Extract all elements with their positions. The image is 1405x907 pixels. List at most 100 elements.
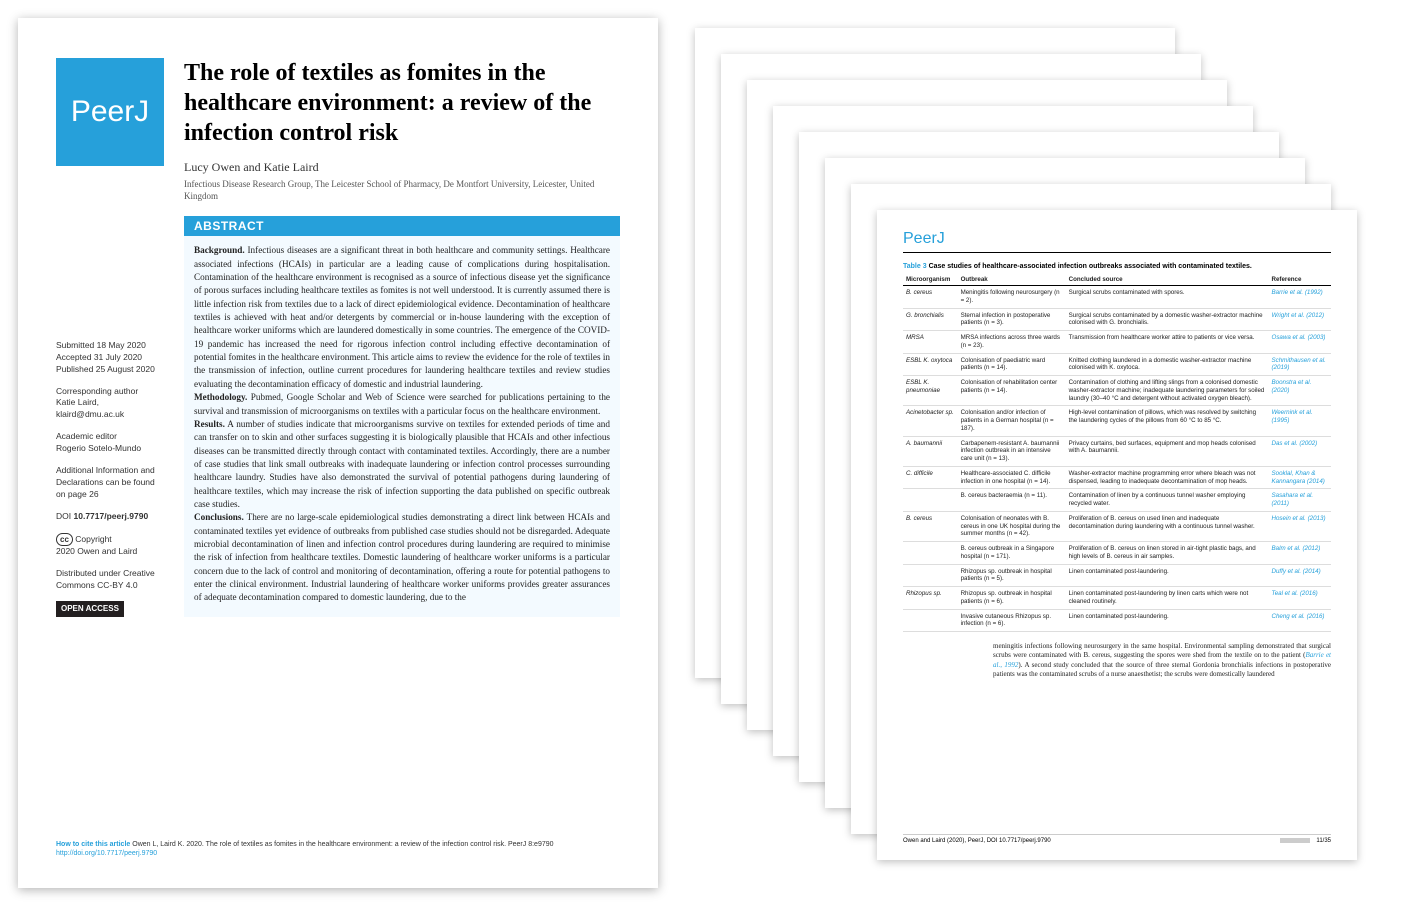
table-row: Invasive cutaneous Rhizopus sp. infectio… [903, 609, 1331, 632]
cell-outbreak: Meningitis following neurosurgery (n = 2… [958, 286, 1066, 309]
open-access-badge: OPEN ACCESS [56, 601, 124, 616]
cell-organism [903, 542, 958, 565]
table-page: PeerJ Table 3 Case studies of healthcare… [877, 210, 1357, 860]
outbreak-table: MicroorganismOutbreakConcluded sourceRef… [903, 274, 1331, 632]
cell-reference: Schmithausen et al. (2019) [1269, 353, 1332, 376]
cell-source: Privacy curtains, bed surfaces, equipmen… [1066, 436, 1269, 466]
cell-reference: Wright et al. (2012) [1269, 308, 1332, 331]
cell-source: Contamination of clothing and lifting sl… [1066, 376, 1269, 406]
cell-outbreak: Colonisation of paediatric ward patients… [958, 353, 1066, 376]
editor-name: Rogerio Sotelo-Mundo [56, 443, 164, 455]
metadata-sidebar: Submitted 18 May 2020 Accepted 31 July 2… [56, 340, 164, 617]
cell-outbreak: B. cereus outbreak in a Singapore hospit… [958, 542, 1066, 565]
cell-organism: ESBL K. oxytoca [903, 353, 958, 376]
abstract-body: Background. Infectious diseases are a si… [184, 236, 620, 608]
cell-reference: Das et al. (2002) [1269, 436, 1332, 466]
cell-source: Linen contaminated post-laundering by li… [1066, 587, 1269, 610]
table-row: Rhizopus sp. outbreak in hospital patien… [903, 564, 1331, 587]
article-first-page: PeerJ The role of textiles as fomites in… [18, 18, 658, 888]
corresponding-author: Katie Laird, klaird@dmu.ac.uk [56, 397, 164, 421]
table-row: B. cereus Colonisation of neonates with … [903, 511, 1331, 541]
cell-outbreak: Rhizopus sp. outbreak in hospital patien… [958, 564, 1066, 587]
corresponding-label: Corresponding author [56, 386, 164, 398]
abstract-methodology: Pubmed, Google Scholar and Web of Scienc… [194, 392, 610, 415]
cc-icon: cc [56, 533, 73, 546]
table-row: Acinetobacter sp. Colonisation and/or in… [903, 406, 1331, 436]
cell-reference: Balm et al. (2012) [1269, 542, 1332, 565]
table-header: Reference [1269, 274, 1332, 286]
cell-outbreak: Colonisation of neonates with B. cereus … [958, 511, 1066, 541]
cell-reference: Cheng et al. (2016) [1269, 609, 1332, 632]
cell-organism [903, 564, 958, 587]
additional-info: Additional Information and Declarations … [56, 465, 164, 501]
cell-outbreak: Healthcare-associated C. difficile infec… [958, 466, 1066, 489]
cell-source: Linen contaminated post-laundering. [1066, 609, 1269, 632]
cell-source: Surgical scrubs contaminated by a domest… [1066, 308, 1269, 331]
cell-reference: Hosein et al. (2013) [1269, 511, 1332, 541]
table-row: A. baumannii Carbapenem-resistant A. bau… [903, 436, 1331, 466]
doi-label: DOI [56, 511, 71, 521]
cell-source: Linen contaminated post-laundering. [1066, 564, 1269, 587]
cell-organism: A. baumannii [903, 436, 958, 466]
cell-source: Washer-extractor machine programming err… [1066, 466, 1269, 489]
cell-organism [903, 609, 958, 632]
cell-reference: Osawa et al. (2003) [1269, 331, 1332, 354]
cell-organism: MRSA [903, 331, 958, 354]
table-row: ESBL K. oxytoca Colonisation of paediatr… [903, 353, 1331, 376]
table-row: C. difficile Healthcare-associated C. di… [903, 466, 1331, 489]
abstract-box: ABSTRACT Background. Infectious diseases… [184, 216, 620, 616]
cell-outbreak: Colonisation and/or infection of patient… [958, 406, 1066, 436]
submitted-label: Submitted [56, 340, 94, 350]
published-date: 25 August 2020 [96, 364, 155, 374]
footer-citation: Owen and Laird (2020), PeerJ, DOI 10.771… [903, 838, 1051, 844]
cell-source: Transmission from healthcare worker atti… [1066, 331, 1269, 354]
cell-source: Contamination of linen by a continuous t… [1066, 489, 1269, 512]
cell-reference: Duffy et al. (2014) [1269, 564, 1332, 587]
cell-reference: Boonstra et al. (2020) [1269, 376, 1332, 406]
copyright-text: 2020 Owen and Laird [56, 546, 137, 556]
page-footer: Owen and Laird (2020), PeerJ, DOI 10.771… [903, 834, 1331, 844]
table-row: ESBL K. pneumoniae Colonisation of rehab… [903, 376, 1331, 406]
cell-organism [903, 489, 958, 512]
abstract-conclusions: There are no large-scale epidemiological… [194, 512, 610, 602]
submitted-date: 18 May 2020 [97, 340, 146, 350]
cell-outbreak: Colonisation of rehabilitation center pa… [958, 376, 1066, 406]
accepted-label: Accepted [56, 352, 91, 362]
cell-outbreak: B. cereus bacteraemia (n = 11). [958, 489, 1066, 512]
cell-source: Surgical scrubs contaminated with spores… [1066, 286, 1269, 309]
copyright-label: Copyright [75, 534, 111, 544]
abstract-background: Infectious diseases are a significant th… [194, 245, 610, 388]
citation-footer: How to cite this article Owen L, Laird K… [56, 832, 620, 858]
doi-value: 10.7717/peerj.9790 [74, 511, 149, 521]
page-header: PeerJ [903, 230, 1331, 253]
table-row: B. cereus Meningitis following neurosurg… [903, 286, 1331, 309]
cell-organism: G. bronchialis [903, 308, 958, 331]
cell-source: Knitted clothing laundered in a domestic… [1066, 353, 1269, 376]
progress-bar-icon [1280, 838, 1310, 843]
accepted-date: 31 July 2020 [94, 352, 142, 362]
cite-label: How to cite this article [56, 841, 130, 848]
cell-organism: C. difficile [903, 466, 958, 489]
cell-source: Proliferation of B. cereus on linen stor… [1066, 542, 1269, 565]
cell-outbreak: Invasive cutaneous Rhizopus sp. infectio… [958, 609, 1066, 632]
abstract-header: ABSTRACT [184, 216, 620, 236]
article-title: The role of textiles as fomites in the h… [184, 58, 620, 148]
table-header: Concluded source [1066, 274, 1269, 286]
cell-reference: Sasahara et al. (2011) [1269, 489, 1332, 512]
table-caption: Table 3 Case studies of healthcare-assoc… [903, 263, 1331, 270]
cell-organism: B. cereus [903, 286, 958, 309]
cell-outbreak: MRSA infections across three wards (n = … [958, 331, 1066, 354]
license-text: Distributed under Creative Commons CC-BY… [56, 568, 164, 592]
authors: Lucy Owen and Katie Laird [184, 160, 620, 175]
peerj-logo: PeerJ [56, 58, 164, 166]
table-row: B. cereus outbreak in a Singapore hospit… [903, 542, 1331, 565]
cell-organism: B. cereus [903, 511, 958, 541]
peerj-logo-small: PeerJ [903, 230, 945, 248]
abstract-conclusions-label: Conclusions. [194, 512, 244, 522]
abstract-background-label: Background. [194, 245, 245, 255]
table-header: Outbreak [958, 274, 1066, 286]
cell-reference: Sooklal, Khan & Kannangara (2014) [1269, 466, 1332, 489]
cell-outbreak: Rhizopus sp. outbreak in hospital patien… [958, 587, 1066, 610]
affiliation: Infectious Disease Research Group, The L… [184, 179, 620, 202]
cell-organism: Rhizopus sp. [903, 587, 958, 610]
